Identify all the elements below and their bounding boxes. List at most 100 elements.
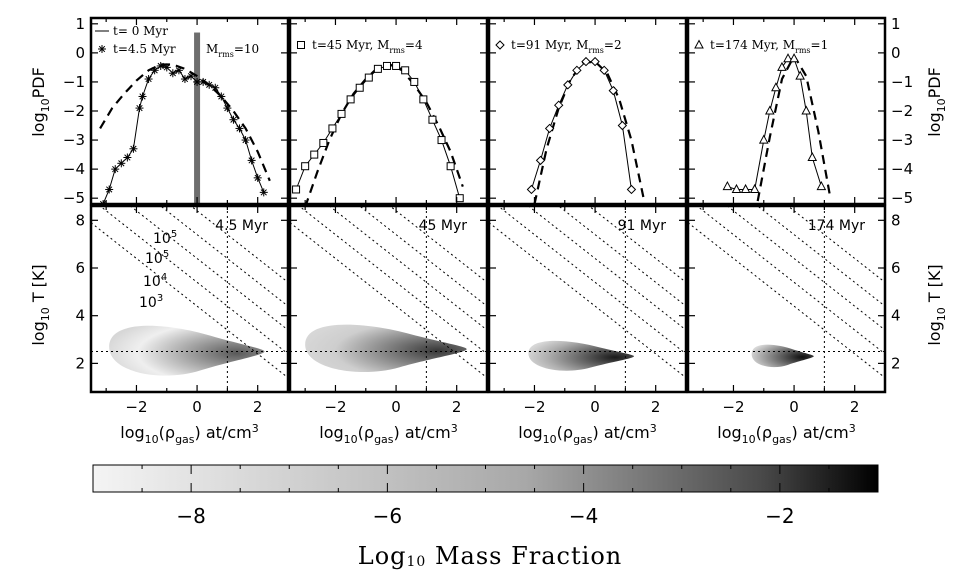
pdf-ytick-right: −1	[891, 73, 913, 91]
pdf-point	[572, 65, 582, 76]
isobar-label: 104	[143, 272, 167, 290]
pdf-point	[168, 69, 177, 78]
pdf-point	[392, 61, 401, 70]
pdf-point	[722, 181, 733, 191]
phase-ytick-right: 8	[891, 211, 901, 229]
isobar-label: 103	[139, 293, 163, 311]
lognormal-fit-line	[99, 63, 271, 182]
phase-frame	[686, 204, 887, 394]
phase-distribution	[528, 340, 635, 371]
phase-distribution	[751, 344, 814, 368]
pdf-point	[783, 53, 793, 63]
pdf-point	[144, 75, 153, 84]
pdf-ytick-right: −5	[891, 189, 913, 207]
pdf-point	[180, 75, 189, 84]
panel-3: t=91 Myr, Mrms=2 91 Myr −2 0 2 log10(ρgas) at…	[487, 16, 688, 446]
isobar-line	[358, 206, 487, 307]
pdf-point	[217, 92, 226, 101]
isobar-line	[91, 222, 288, 379]
x-axis-label: log10(ρgas) at/cm3	[717, 422, 855, 446]
isobar-line	[726, 206, 885, 331]
pdf-point	[205, 80, 214, 89]
time-label-2: 45 Myr	[419, 218, 468, 234]
panel-4: t=174 Myr, Mrms=1 174 Myr −2 0 2 log10(ρgas) …	[686, 16, 887, 446]
pdf-point	[117, 159, 126, 168]
time-label-4: 174 Myr	[808, 218, 866, 234]
isobars	[290, 206, 487, 379]
pdf-point	[382, 61, 391, 70]
pdf-point	[771, 82, 781, 92]
pdf-point	[599, 65, 609, 76]
pdf-point	[446, 162, 455, 171]
time-label-1: 4.5 Myr	[215, 218, 268, 234]
phase-panel-1	[91, 206, 288, 392]
pdf-point	[105, 185, 114, 194]
x-tick-label: 0	[590, 398, 600, 416]
panel-2: t=45 Myr, Mrms=4 45 Myr −2 0 2 log10(ρgas) at…	[288, 16, 489, 446]
phase-ytick-right: 2	[891, 354, 901, 372]
pdf-point	[259, 188, 268, 197]
isobar-labels: 105 105 104 103	[139, 229, 177, 311]
legend-2: t=45 Myr, Mrms=4	[297, 38, 423, 55]
isobar-line	[527, 206, 686, 331]
phase-panel-4	[688, 206, 885, 392]
pdf-point	[535, 155, 546, 166]
legend-1: t= 0 Myr t=4.5 Myr Mrms=10	[95, 24, 259, 59]
pdf-point	[626, 184, 637, 195]
pdf-panel-4	[722, 53, 832, 202]
pdf-ytick-right: −4	[891, 160, 913, 178]
isobar-line	[290, 222, 487, 379]
x-tick-label: 0	[789, 398, 799, 416]
isobar-line	[696, 206, 885, 355]
pdf-point	[235, 124, 244, 133]
phase-ytick-left: 2	[75, 354, 85, 372]
pdf-point	[156, 61, 165, 70]
isobar-line	[557, 206, 686, 307]
legend-label: t=45 Myr, Mrms=4	[312, 38, 423, 55]
pdf-point	[807, 151, 818, 161]
x-tick-label: 2	[850, 398, 860, 416]
legend-label-initial: t= 0 Myr	[113, 24, 168, 38]
isobar-line	[159, 206, 288, 307]
isobar-label: 105	[145, 249, 169, 267]
pdf-ytick-left: −1	[63, 73, 85, 91]
pdf-markers	[99, 61, 268, 204]
pdf-point	[554, 100, 564, 110]
x-axis-label: log10(ρgas) at/cm3	[319, 422, 457, 446]
pdf-point	[428, 115, 437, 124]
pdf-data-line	[102, 65, 265, 204]
pdf-point	[150, 66, 159, 75]
isobar-line	[298, 206, 487, 355]
panel-1: t= 0 Myr t=4.5 Myr Mrms=10 105 105 104 103 4.5 …	[89, 16, 290, 446]
pdf-data-line	[530, 61, 632, 190]
pdf-point	[211, 83, 220, 92]
colorbar: −8 −6 −4 −2 Log10 Mass Fraction	[92, 464, 879, 570]
pdf-panel-3	[526, 56, 645, 204]
pdf-point	[364, 73, 373, 82]
colorbar-label: Log10 Mass Fraction	[358, 542, 622, 570]
time-label-3: 91 Myr	[618, 218, 667, 234]
pdf-ytick-left: −5	[63, 189, 85, 207]
legend-label: t=174 Myr, Mrms=1	[710, 38, 828, 55]
phase-panel-2	[290, 206, 487, 392]
pdf-ytick-right: 1	[891, 15, 901, 33]
pdf-point	[99, 200, 108, 204]
pdf-point	[373, 64, 382, 73]
legend-marker	[297, 41, 305, 49]
y-ticks	[489, 23, 686, 364]
phase-distribution	[305, 324, 467, 373]
pdf-point	[111, 165, 120, 174]
pdf-point	[319, 138, 328, 147]
isobar-line	[489, 222, 686, 379]
pdf-markers	[292, 61, 464, 203]
pdf-point	[816, 181, 827, 191]
colorbar-tick-label: −8	[176, 504, 205, 528]
x-axis-label: log10(ρgas) at/cm3	[120, 422, 258, 446]
pdf-ytick-left: −4	[63, 160, 85, 178]
y-ticks	[688, 23, 885, 364]
isobar-line	[756, 206, 885, 307]
pdf-point	[608, 85, 618, 96]
pdf-point	[187, 72, 196, 81]
pdf-ytick-left: −2	[63, 102, 85, 120]
